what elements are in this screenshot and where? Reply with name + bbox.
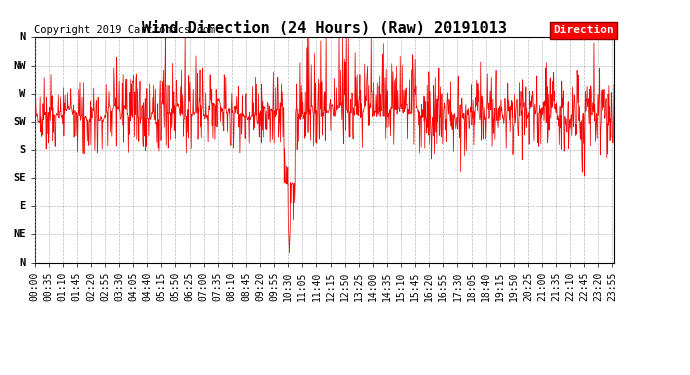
Title: Wind Direction (24 Hours) (Raw) 20191013: Wind Direction (24 Hours) (Raw) 20191013 [142, 21, 506, 36]
Text: Copyright 2019 Cartronics.com: Copyright 2019 Cartronics.com [34, 25, 216, 35]
Text: Direction: Direction [553, 25, 614, 35]
